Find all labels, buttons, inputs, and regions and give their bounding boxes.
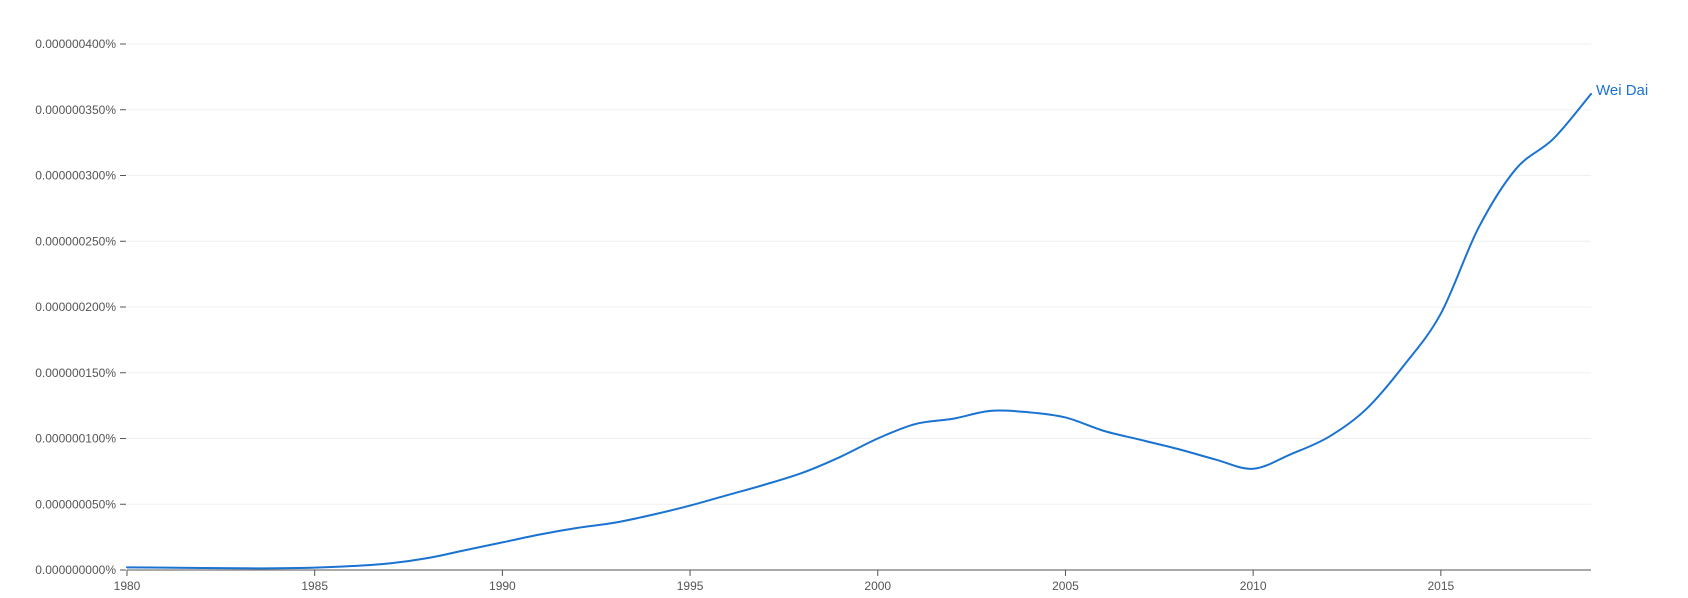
series-label: Wei Dai xyxy=(1596,82,1648,99)
series-layer xyxy=(126,92,1592,570)
y-tick-label: 0.000000100% xyxy=(35,432,116,446)
x-tick-label: 1985 xyxy=(301,579,328,593)
y-tick-label: 0.000000400% xyxy=(35,37,116,51)
x-tick-label: 1995 xyxy=(677,579,704,593)
x-tick-label: 1980 xyxy=(114,579,141,593)
y-tick-label: 0.000000000% xyxy=(35,563,116,577)
y-tick-label: 0.000000250% xyxy=(35,234,116,248)
x-tick-label: 2005 xyxy=(1052,579,1079,593)
y-tick-label: 0.000000150% xyxy=(35,366,116,380)
y-tick-label: 0.000000050% xyxy=(35,497,116,511)
series-line-wei-dai[interactable] xyxy=(126,92,1592,570)
y-tick-label: 0.000000350% xyxy=(35,103,116,117)
y-tick-label: 0.000000300% xyxy=(35,169,116,183)
x-tick-label: 2010 xyxy=(1240,579,1267,593)
x-tick-label: 2015 xyxy=(1427,579,1454,593)
x-tick-label: 1990 xyxy=(489,579,516,593)
axis-layer: 0.000000000% 0.000000050% 0.000000100% 0.00… xyxy=(35,37,1591,593)
grid-layer xyxy=(127,43,1591,505)
y-tick-label: 0.000000200% xyxy=(35,300,116,314)
x-tick-label: 2000 xyxy=(864,579,891,593)
label-layer: Wei Dai xyxy=(1596,82,1648,99)
